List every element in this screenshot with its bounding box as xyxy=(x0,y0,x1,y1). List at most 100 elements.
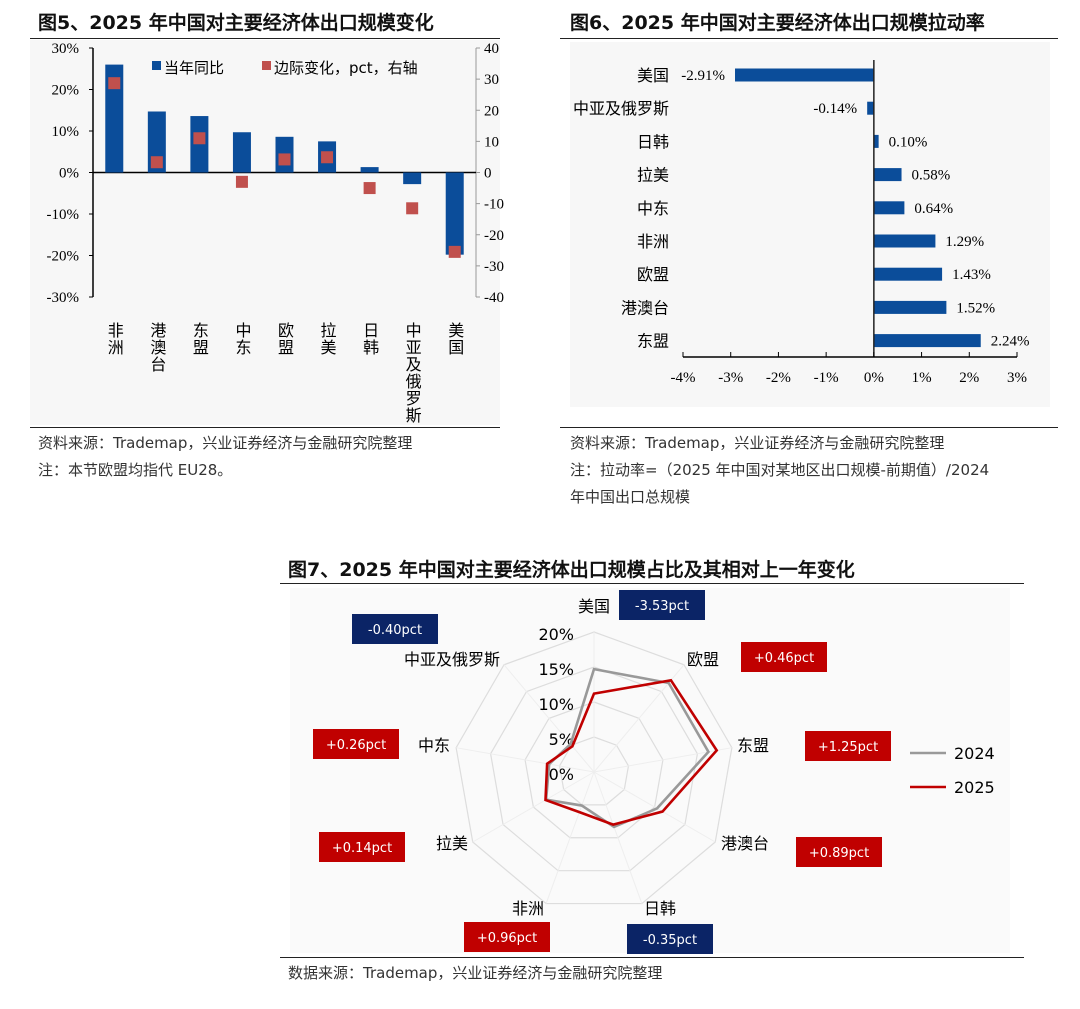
fig5-bar xyxy=(232,132,251,173)
fig5-legend-marker-swatch xyxy=(262,61,271,70)
fig6-note-line2: 年中国出口总规模 xyxy=(570,488,691,506)
fig7-change-box xyxy=(352,614,438,644)
fig7-spoke xyxy=(503,664,595,773)
fig5-marker xyxy=(193,132,206,145)
fig6-x-tick-label: -1% xyxy=(814,370,839,386)
fig7-change-label: +1.25pct xyxy=(818,740,878,755)
fig7-spoke xyxy=(593,747,732,773)
fig5-category-label: 中亚及俄罗斯 xyxy=(403,322,422,424)
fig6-x-tick-label: 1% xyxy=(912,370,932,386)
fig6-x-tick-label: 0% xyxy=(864,370,884,386)
fig6-x-tick-label: -4% xyxy=(671,370,696,386)
fig7-spoke xyxy=(472,771,595,843)
fig7-change-label: +0.46pct xyxy=(754,651,814,666)
fig7-change-box xyxy=(805,731,891,761)
fig5-left-tick-label: 10% xyxy=(52,124,80,140)
fig7-legend-label: 2025 xyxy=(954,778,995,797)
fig5-right-tick-label: -30 xyxy=(484,259,504,275)
fig6-x-tick-label: -3% xyxy=(718,370,743,386)
fig7-axis-label: 中东 xyxy=(418,736,450,755)
fig6-bar xyxy=(867,101,874,115)
fig7-plot-area xyxy=(290,588,1010,953)
fig7-change-box xyxy=(741,642,827,672)
fig6-data-label: 0.10% xyxy=(889,134,928,150)
fig5-bottom-rule xyxy=(30,427,500,428)
fig7-axis-label: 非洲 xyxy=(512,899,544,918)
fig5-left-tick-label: 30% xyxy=(52,41,80,57)
fig7-change-label: +0.89pct xyxy=(809,846,869,861)
fig7-change-label: -0.35pct xyxy=(643,933,697,948)
fig6-bar xyxy=(873,234,936,248)
fig7-radial-tick-label: 10% xyxy=(538,695,574,714)
fig7-title: 图7、2025 年中国对主要经济体出口规模占比及其相对上一年变化 xyxy=(288,559,855,581)
fig5-bar xyxy=(105,64,124,173)
fig5-category-label: 非洲 xyxy=(105,322,124,356)
fig6-category-label: 美国 xyxy=(637,66,669,85)
fig6-x-tick-label: 3% xyxy=(1007,370,1027,386)
fig5-marker xyxy=(108,77,121,90)
fig6-note-line1: 注：拉动率=（2025 年中国对某地区出口规模-前期值）/2024 xyxy=(570,461,990,479)
fig7-source: 数据来源：Trademap，兴业证券经济与金融研究院整理 xyxy=(288,964,663,982)
fig5-marker xyxy=(321,151,334,164)
fig6-category-label: 拉美 xyxy=(637,166,669,185)
fig5-category-label: 港澳台 xyxy=(147,322,166,373)
fig5-right-tick-label: 10 xyxy=(484,134,499,150)
fig5-legend-bar-label: 当年同比 xyxy=(164,59,224,77)
fig7-change-label: -3.53pct xyxy=(635,599,689,614)
fig7-radial-tick-label: 20% xyxy=(538,625,574,644)
fig7-radial-tick-label: 5% xyxy=(549,730,574,749)
fig5-title: 图5、2025 年中国对主要经济体出口规模变化 xyxy=(38,12,434,34)
fig5-marker xyxy=(278,153,291,166)
fig7-radial-tick-label: 0% xyxy=(549,765,574,784)
fig7-axis-label: 中亚及俄罗斯 xyxy=(404,650,500,669)
fig7-grid-ring xyxy=(455,631,733,905)
fig7-legend-label: 2024 xyxy=(954,744,995,763)
fig5-right-tick-label: 30 xyxy=(484,72,499,88)
fig5-bar xyxy=(190,116,209,173)
fig5-note: 注：本节欧盟均指代 EU28。 xyxy=(38,461,233,479)
fig7-change-label: +0.14pct xyxy=(332,841,392,856)
fig5-marker xyxy=(406,202,419,215)
fig5-left-tick-label: -10% xyxy=(47,207,80,223)
fig6-x-tick-label: -2% xyxy=(766,370,791,386)
fig6-bar xyxy=(735,68,874,82)
fig6-data-label: -2.91% xyxy=(681,68,725,84)
fig5-category-label: 美国 xyxy=(445,322,464,356)
fig5-category-label: 拉美 xyxy=(318,322,337,356)
fig5-right-tick-label: -40 xyxy=(484,290,504,306)
fig7-axis-label: 欧盟 xyxy=(687,650,719,669)
fig7-change-box xyxy=(464,922,550,952)
fig5-left-tick-label: 20% xyxy=(52,83,80,99)
fig7-spoke xyxy=(545,771,595,904)
fig6-bar xyxy=(873,201,905,215)
fig7-grid-ring xyxy=(558,736,630,806)
fig7-axis-label: 美国 xyxy=(578,597,610,616)
fig7-grid-ring xyxy=(489,666,699,872)
fig6-data-label: 1.52% xyxy=(956,300,995,316)
fig5-marker xyxy=(150,156,163,169)
fig7-change-label: +0.96pct xyxy=(477,931,537,946)
fig5-left-tick-label: -20% xyxy=(47,249,80,265)
fig6-title-rule xyxy=(560,38,1058,39)
fig7-change-box xyxy=(319,832,405,862)
fig6-category-label: 日韩 xyxy=(637,132,669,151)
fig5-legend-bar-swatch xyxy=(152,61,161,70)
fig7-change-label: +0.26pct xyxy=(326,738,386,753)
fig5-title-rule xyxy=(30,38,500,39)
fig5-category-label: 东盟 xyxy=(190,322,209,356)
fig6-bar xyxy=(873,134,879,148)
fig5-marker xyxy=(363,182,376,195)
fig6-data-label: 0.64% xyxy=(914,201,953,217)
fig7-change-box xyxy=(627,924,713,954)
fig7-axis-label: 拉美 xyxy=(436,834,468,853)
fig5-left-tick-label: -30% xyxy=(47,290,80,306)
fig6-category-label: 东盟 xyxy=(637,332,669,351)
fig7-series-2025 xyxy=(544,678,719,826)
fig5-source: 资料来源：Trademap，兴业证券经济与金融研究院整理 xyxy=(38,434,413,452)
fig5-category-label: 中东 xyxy=(232,322,251,356)
fig6-category-label: 欧盟 xyxy=(637,265,669,284)
fig5-right-tick-label: 40 xyxy=(484,41,499,57)
fig7-change-box xyxy=(619,590,705,620)
fig5-legend-marker-label: 边际变化，pct，右轴 xyxy=(274,59,418,77)
